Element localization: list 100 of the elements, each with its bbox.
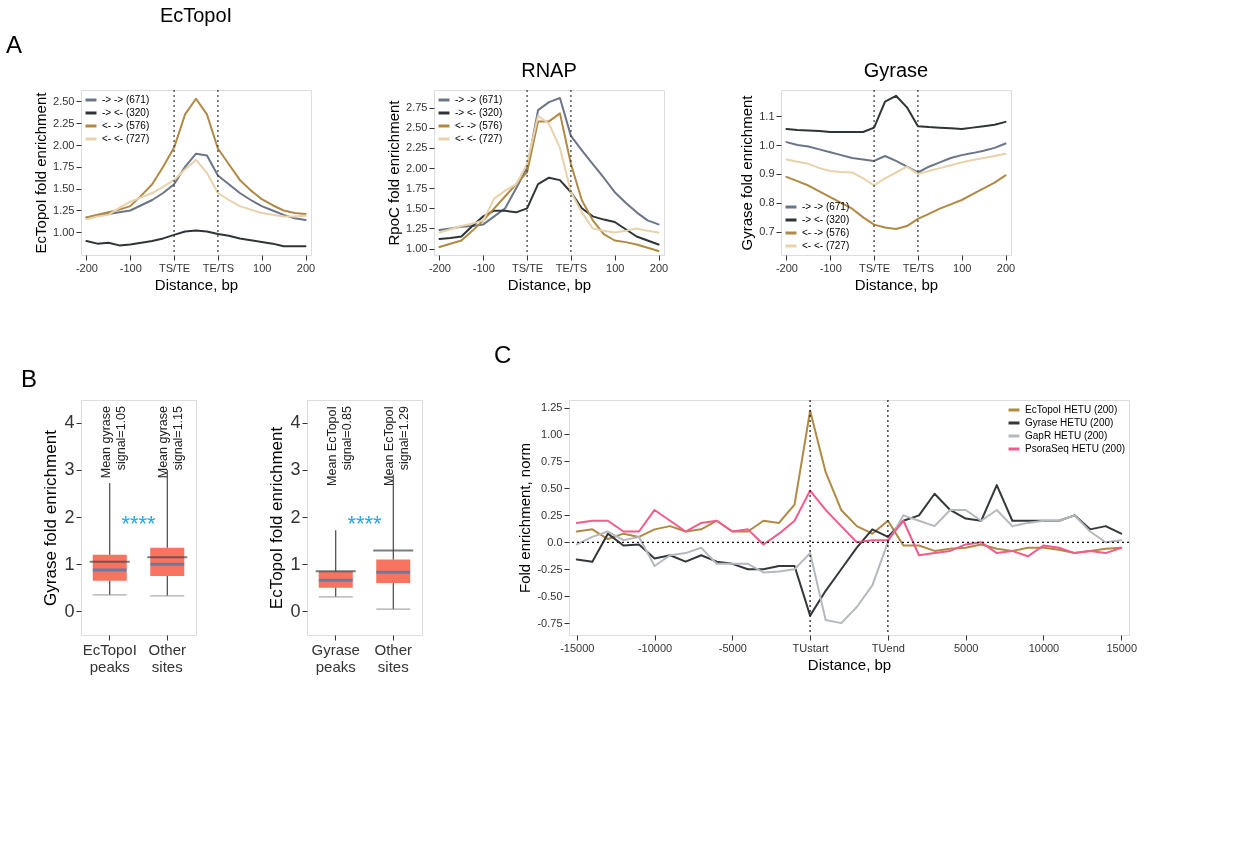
y-tick-label: 0.7 [759, 225, 775, 238]
x-tick-label: 15000 [1106, 641, 1138, 654]
y-tick-label: 0.25 [541, 508, 563, 521]
x-tick-label: -100 [472, 261, 495, 274]
x-tick-label: TUstart [792, 641, 829, 654]
y-tick-label: 4 [64, 412, 75, 433]
line-series [85, 97, 307, 219]
y-axis-title: EcTopoI fold enrichment [267, 426, 287, 610]
y-tick-label: 1.25 [406, 221, 428, 234]
x-axis-title: Distance, bp [154, 275, 239, 293]
x-tick-label: -10000 [637, 641, 673, 654]
annotation: **** [347, 511, 383, 537]
x-tick-label: 5000 [953, 641, 979, 654]
x-tick-label: TS/TE [512, 261, 544, 274]
y-tick-label: -0.50 [537, 589, 563, 602]
legend-label: -> -> (671) [102, 94, 150, 105]
legend-label: <- <- (727) [102, 133, 150, 144]
x-tick-label: -200 [75, 261, 98, 274]
y-tick-label: 1.50 [406, 201, 428, 214]
x-tick-label: -100 [819, 261, 842, 274]
y-axis-title: EcTopoI fold enrichment [32, 91, 50, 254]
y-tick-label: 0.75 [541, 454, 563, 467]
x-tick-label: Gyrase peaks [311, 640, 360, 675]
y-tick-label: 1 [64, 553, 75, 574]
x-tick-label: TE/TS [555, 261, 587, 274]
legend-label: Gyrase HETU (200) [1025, 417, 1114, 428]
y-axis-title: RpoC fold enrichment [385, 99, 403, 246]
line-series [575, 508, 1123, 625]
line-series [575, 489, 1123, 558]
y-axis-title: Gyrase fold enrichment [738, 94, 756, 251]
y-tick-label: 3 [290, 459, 301, 480]
x-tick-label: TUend [871, 641, 905, 654]
text: A [6, 31, 23, 58]
x-tick-label: EcTopoI peaks [82, 640, 137, 675]
x-tick-label: 200 [296, 261, 316, 274]
legend-label: PsoraSeq HETU (200) [1025, 443, 1126, 454]
annotation: Mean EcTopoI signal=0.85 [324, 405, 354, 486]
y-axis-title: Fold enrichment, norm [516, 442, 534, 594]
y-tick-label: 1.00 [541, 428, 563, 440]
y-tick-label: 1 [290, 553, 301, 574]
y-tick-label: 1.75 [406, 181, 428, 194]
x-tick-label: TE/TS [902, 261, 934, 274]
y-tick-label: 1.00 [53, 225, 75, 238]
x-tick-label: -200 [428, 261, 451, 274]
chart-title: RNAP [521, 59, 577, 82]
legend-label: <- <- (727) [455, 133, 503, 144]
y-tick-label: 2 [64, 506, 75, 527]
line-series [785, 141, 1007, 174]
legend-label: -> <- (320) [802, 214, 850, 225]
x-axis-title: Distance, bp [807, 655, 892, 673]
y-tick-label: 2.25 [53, 116, 75, 129]
x-tick-label: -100 [119, 261, 142, 274]
y-tick-label: 2 [290, 506, 301, 527]
legend-label: <- -> (576) [455, 120, 503, 131]
y-tick-label: 1.1 [759, 109, 775, 122]
line-series [785, 152, 1007, 187]
y-tick-label: 0.0 [547, 535, 563, 548]
chart-title: B [21, 365, 38, 392]
y-tick-label: 0 [290, 600, 301, 621]
x-tick-label: TE/TS [202, 261, 234, 274]
chart-title: EcTopoI [159, 4, 233, 26]
y-tick-label: 1.50 [53, 182, 75, 195]
legend-label: EcTopoI HETU (200) [1025, 404, 1118, 415]
y-tick-label: 2.50 [53, 94, 75, 107]
legend-label: -> <- (320) [102, 107, 150, 118]
y-tick-label: 2.75 [406, 101, 428, 114]
x-tick-label: TS/TE [159, 261, 191, 274]
y-tick-label: 2.00 [53, 138, 75, 151]
y-tick-label: 1.75 [53, 160, 75, 173]
y-tick-label: 0.8 [759, 196, 775, 209]
annotation: Mean gyrase signal=1.05 [98, 405, 128, 479]
y-tick-label: 3 [64, 459, 75, 480]
y-tick-label: -0.75 [537, 616, 563, 629]
legend-label: GapR HETU (200) [1025, 430, 1108, 441]
x-tick-label: 200 [996, 261, 1016, 274]
y-tick-label: 0.50 [541, 481, 563, 494]
y-tick-label: 0 [64, 600, 75, 621]
annotation: **** [121, 511, 157, 537]
x-axis-title: Distance, bp [507, 275, 592, 293]
legend-label: <- <- (727) [802, 240, 850, 251]
x-tick-label: Other sites [148, 640, 187, 675]
legend-label: -> <- (320) [455, 107, 503, 118]
y-tick-label: 2.00 [406, 161, 428, 174]
line-series [785, 174, 1007, 230]
x-tick-label: TS/TE [859, 261, 891, 274]
legend-label: <- -> (576) [102, 120, 150, 131]
x-tick-label: 10000 [1028, 641, 1060, 654]
legend-label: -> -> (671) [455, 94, 503, 105]
y-tick-label: 1.00 [406, 242, 428, 255]
y-tick-label: 2.25 [406, 141, 428, 154]
x-tick-label: -200 [775, 261, 798, 274]
x-tick-label: 100 [253, 261, 272, 274]
y-tick-label: 0.9 [759, 167, 775, 180]
y-axis-title: Gyrase fold enrichment [41, 429, 61, 606]
text: C [494, 341, 512, 368]
y-tick-label: -0.25 [537, 562, 563, 575]
y-tick-label: 1.25 [53, 203, 75, 216]
line-series [575, 484, 1123, 617]
x-tick-label: -15000 [560, 641, 595, 654]
x-tick-label: 100 [953, 261, 972, 274]
